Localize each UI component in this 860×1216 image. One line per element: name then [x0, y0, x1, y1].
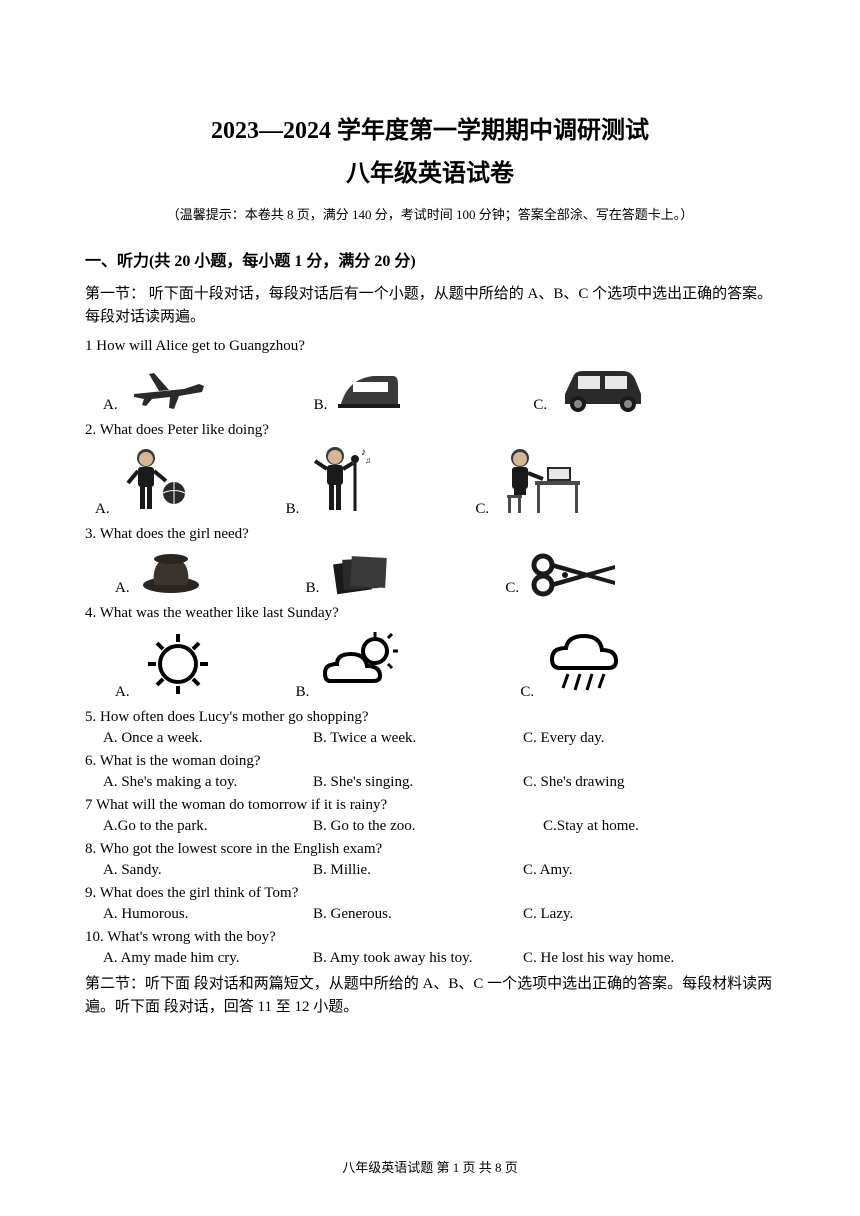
q6-a: A. She's making a toy.: [103, 774, 313, 791]
question-2: 2. What does Peter like doing? A. B.: [85, 422, 775, 518]
question-4: 4. What was the weather like last Sunday…: [85, 605, 775, 701]
q9-c: C. Lazy.: [523, 906, 733, 923]
sun-cloud-icon: [315, 626, 410, 701]
q6-b: B. She's singing.: [313, 774, 523, 791]
q7-c: C.Stay at home.: [543, 818, 753, 835]
q6-text: 6. What is the woman doing?: [85, 753, 775, 770]
question-7: 7 What will the woman do tomorrow if it …: [85, 797, 775, 835]
subsection2-text: 第二节：听下面 段对话和两篇短文，从题中所给的 A、B、C 一个选项中选出正确的…: [85, 973, 775, 1018]
q6-c: C. She's drawing: [523, 774, 733, 791]
q10-text: 10. What's wrong with the boy?: [85, 929, 775, 946]
q7-text: 7 What will the woman do tomorrow if it …: [85, 797, 775, 814]
q4-options: A. B.: [85, 626, 775, 701]
q2-label-b: B.: [286, 501, 300, 518]
car-icon: [553, 359, 653, 414]
q4-label-b: B.: [296, 684, 310, 701]
sun-icon: [136, 626, 221, 701]
q1-label-c: C.: [533, 397, 547, 414]
q7-a: A.Go to the park.: [103, 818, 313, 835]
airplane-icon: [124, 364, 214, 414]
q9-text: 9. What does the girl think of Tom?: [85, 885, 775, 902]
q1-options: A. B. C.: [85, 359, 775, 414]
q3-label-a: A.: [115, 580, 130, 597]
q5-a: A. Once a week.: [103, 730, 313, 747]
q8-text: 8. Who got the lowest score in the Engli…: [85, 841, 775, 858]
desk-boy-icon: [495, 443, 585, 518]
q5-b: B. Twice a week.: [313, 730, 523, 747]
title-line1: 2023—2024 学年度第一学期期中调研测试: [85, 110, 775, 145]
question-1: 1 How will Alice get to Guangzhou? A. B.: [85, 338, 775, 414]
q8-b: B. Millie.: [313, 862, 523, 879]
q8-a: A. Sandy.: [103, 862, 313, 879]
question-5: 5. How often does Lucy's mother go shopp…: [85, 709, 775, 747]
q4-label-a: A.: [115, 684, 130, 701]
q3-label-c: C.: [505, 580, 519, 597]
train-icon: [333, 364, 403, 414]
q1-label-b: B.: [314, 397, 328, 414]
q9-a: A. Humorous.: [103, 906, 313, 923]
scissors-icon: [525, 547, 625, 597]
q5-c: C. Every day.: [523, 730, 733, 747]
hat-icon: [136, 547, 206, 597]
q4-label-c: C.: [520, 684, 534, 701]
section-listening-header: 一、听力(共 20 小题，每小题 1 分，满分 20 分): [85, 247, 775, 271]
papers-icon: [325, 547, 395, 597]
q10-a: A. Amy made him cry.: [103, 950, 313, 967]
subsection1-text: 第一节： 听下面十段对话，每段对话后有一个小题，从题中所给的 A、B、C 个选项…: [85, 283, 775, 328]
q2-label-c: C.: [475, 501, 489, 518]
svg-text:♫: ♫: [365, 456, 371, 465]
q2-options: A. B.: [85, 443, 775, 518]
q10-b: B. Amy took away his toy.: [313, 950, 523, 967]
q10-c: C. He lost his way home.: [523, 950, 733, 967]
question-10: 10. What's wrong with the boy? A. Amy ma…: [85, 929, 775, 967]
rain-cloud-icon: [540, 626, 630, 701]
q1-text: 1 How will Alice get to Guangzhou?: [85, 338, 775, 355]
q1-label-a: A.: [103, 397, 118, 414]
q3-options: A. B. C.: [85, 547, 775, 597]
q8-c: C. Amy.: [523, 862, 733, 879]
q4-text: 4. What was the weather like last Sunday…: [85, 605, 775, 622]
q2-label-a: A.: [95, 501, 110, 518]
q9-b: B. Generous.: [313, 906, 523, 923]
q2-text: 2. What does Peter like doing?: [85, 422, 775, 439]
page-footer: 八年级英语试题 第 1 页 共 8 页: [0, 1157, 860, 1176]
basketball-boy-icon: [116, 443, 196, 518]
title-line2: 八年级英语试卷: [85, 153, 775, 188]
question-6: 6. What is the woman doing? A. She's mak…: [85, 753, 775, 791]
q5-text: 5. How often does Lucy's mother go shopp…: [85, 709, 775, 726]
question-9: 9. What does the girl think of Tom? A. H…: [85, 885, 775, 923]
question-8: 8. Who got the lowest score in the Engli…: [85, 841, 775, 879]
singing-boy-icon: ♪ ♫: [305, 443, 375, 518]
q3-label-b: B.: [306, 580, 320, 597]
q7-b: B. Go to the zoo.: [313, 818, 543, 835]
q3-text: 3. What does the girl need?: [85, 526, 775, 543]
exam-hint: （温馨提示：本卷共 8 页，满分 140 分，考试时间 100 分钟；答案全部涂…: [85, 204, 775, 223]
question-3: 3. What does the girl need? A. B.: [85, 526, 775, 597]
